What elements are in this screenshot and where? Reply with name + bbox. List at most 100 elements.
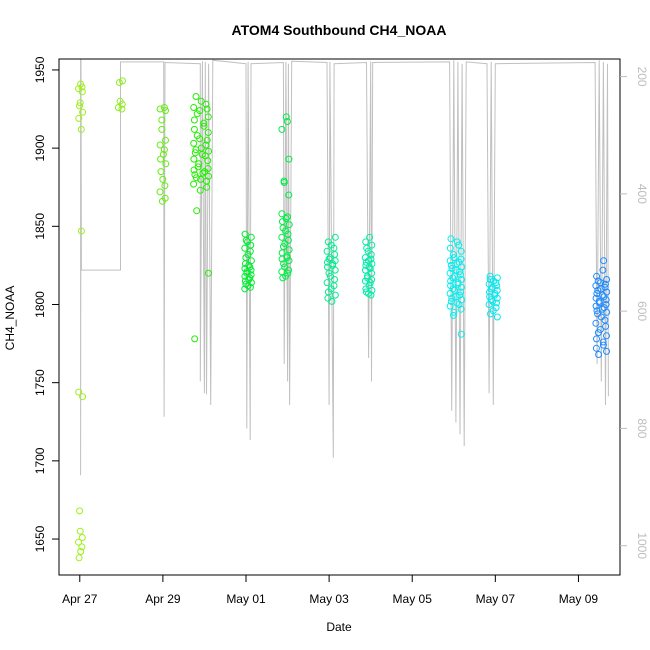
- data-point: [161, 182, 169, 190]
- data-point: [205, 269, 212, 277]
- x-tick-label: Apr 27: [62, 592, 98, 606]
- data-point: [160, 104, 168, 111]
- data-point: [446, 290, 454, 297]
- data-point: [283, 118, 291, 125]
- data-point: [456, 268, 464, 276]
- data-point: [448, 265, 456, 272]
- data-point: [193, 110, 201, 118]
- data-point: [196, 186, 204, 194]
- data-point: [493, 282, 501, 290]
- y-tick-label: 1950: [33, 56, 47, 83]
- data-point: [205, 172, 212, 180]
- data-point: [457, 283, 465, 291]
- data-point: [457, 288, 465, 296]
- data-point: [241, 285, 249, 293]
- data-point: [447, 277, 455, 285]
- data-point: [285, 221, 293, 229]
- data-point: [599, 341, 607, 349]
- data-point: [281, 240, 289, 247]
- data-point: [457, 330, 465, 338]
- data-point: [278, 125, 286, 133]
- data-points-group: [75, 77, 611, 562]
- data-point: [158, 125, 166, 133]
- data-point: [203, 105, 211, 113]
- data-point: [368, 241, 376, 249]
- data-point: [602, 296, 610, 304]
- data-point: [200, 122, 208, 130]
- data-point: [487, 296, 495, 304]
- data-point: [455, 301, 463, 308]
- data-point: [593, 335, 600, 343]
- y-tick-label: 1750: [33, 369, 47, 396]
- data-point: [197, 97, 205, 105]
- data-point: [190, 125, 198, 133]
- data-point: [448, 294, 456, 302]
- data-point: [285, 191, 293, 199]
- x-axis: Apr 27 Apr 29 May 01 May 03 May 05 May 07 May …: [62, 574, 598, 606]
- data-point: [78, 534, 86, 541]
- data-point: [453, 238, 461, 246]
- data-point: [191, 149, 199, 157]
- data-point: [285, 155, 293, 163]
- data-point: [157, 155, 165, 163]
- y-tick-label: 1700: [33, 447, 47, 474]
- data-point: [486, 272, 494, 280]
- data-point: [79, 108, 87, 116]
- data-point: [205, 147, 213, 155]
- x-axis-label: Date: [326, 620, 352, 634]
- data-point: [192, 174, 200, 182]
- y-tick-label: 1900: [33, 134, 47, 161]
- x-tick-label: May 03: [309, 592, 349, 606]
- data-point: [242, 236, 250, 244]
- data-point: [75, 538, 82, 546]
- data-point: [450, 308, 458, 316]
- data-point: [594, 329, 602, 337]
- data-point: [331, 291, 339, 299]
- data-point: [190, 116, 198, 124]
- data-point: [76, 99, 84, 107]
- data-point: [447, 235, 455, 243]
- data-point: [366, 233, 374, 241]
- data-point: [593, 307, 601, 315]
- data-point: [241, 230, 249, 238]
- y-axis: 1650 1700 1750 1800 1850 1900 1950: [33, 56, 59, 552]
- data-point: [190, 155, 198, 163]
- data-point: [595, 351, 603, 358]
- data-point: [324, 263, 331, 271]
- data-point: [204, 113, 212, 121]
- y2-tick-label: 1000: [635, 532, 649, 559]
- x-tick-label: May 07: [476, 592, 516, 606]
- data-point: [162, 160, 170, 168]
- data-point: [76, 507, 84, 515]
- data-point: [78, 88, 86, 96]
- data-point: [493, 299, 500, 307]
- data-point: [190, 139, 198, 147]
- data-point: [457, 247, 465, 255]
- data-point: [76, 102, 83, 110]
- data-point: [599, 338, 607, 346]
- data-point: [592, 344, 600, 352]
- data-point: [115, 79, 123, 86]
- data-point: [77, 548, 85, 555]
- data-point: [285, 266, 292, 274]
- data-point: [492, 279, 500, 287]
- data-point: [456, 291, 464, 299]
- data-point: [282, 113, 290, 121]
- data-point: [450, 311, 457, 319]
- data-point: [592, 302, 600, 310]
- data-point: [191, 335, 199, 343]
- data-point: [366, 279, 374, 287]
- data-point: [158, 116, 166, 124]
- data-point: [200, 119, 208, 127]
- y2-tick-label: 400: [635, 184, 649, 204]
- data-point: [241, 244, 249, 252]
- secondary-y-axis: 200 400 600 800 1000: [620, 67, 649, 559]
- data-point: [196, 135, 204, 143]
- data-point: [592, 282, 600, 290]
- data-point: [285, 246, 293, 254]
- data-point: [455, 241, 463, 249]
- data-point: [278, 233, 286, 241]
- data-point: [446, 244, 454, 252]
- data-point: [603, 308, 611, 316]
